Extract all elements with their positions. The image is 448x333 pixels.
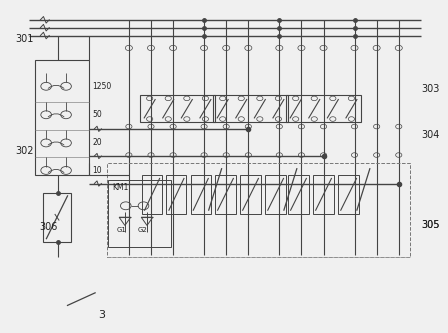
Bar [108, 179, 171, 247]
Bar [35, 60, 89, 175]
Text: 305: 305 [421, 220, 439, 230]
Bar [338, 175, 359, 214]
Text: KM1: KM1 [112, 183, 129, 192]
Bar [43, 193, 71, 242]
Bar [240, 175, 261, 214]
Text: 301: 301 [15, 34, 34, 44]
Text: 303: 303 [421, 84, 439, 94]
Text: 10: 10 [93, 166, 102, 175]
Text: 20: 20 [93, 139, 102, 148]
Bar [167, 175, 186, 214]
Text: 1250: 1250 [93, 82, 112, 91]
Text: 305: 305 [421, 220, 439, 230]
Text: 50: 50 [93, 110, 102, 119]
Bar [215, 175, 236, 214]
Bar [313, 175, 334, 214]
Text: 306: 306 [39, 222, 57, 232]
Text: G2: G2 [138, 227, 147, 233]
Text: 304: 304 [421, 131, 439, 141]
Bar [142, 175, 162, 214]
Bar [288, 175, 309, 214]
Bar [265, 175, 286, 214]
Bar [213, 95, 288, 122]
Bar [191, 175, 211, 214]
Bar [140, 95, 215, 122]
Bar [286, 95, 361, 122]
Text: 3: 3 [98, 310, 105, 320]
Text: G1: G1 [117, 227, 127, 233]
Text: 302: 302 [15, 146, 34, 156]
